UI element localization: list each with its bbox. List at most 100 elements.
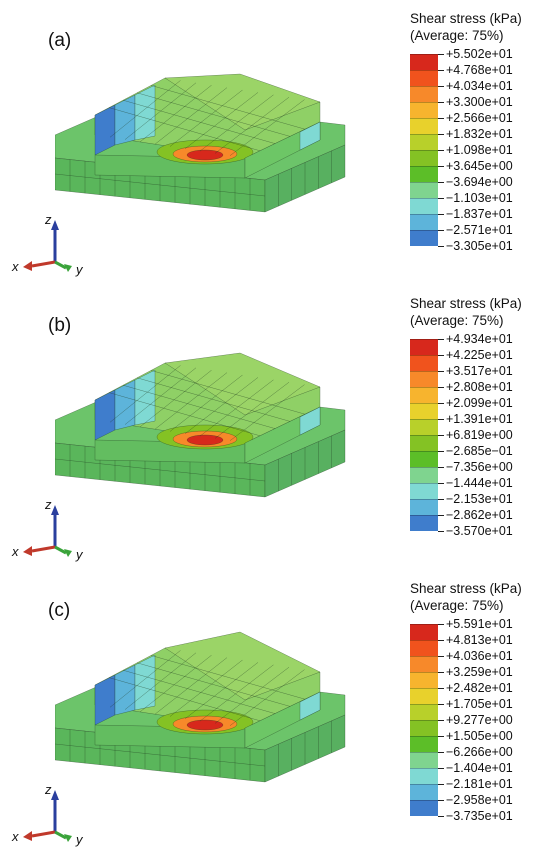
z-arrow-head xyxy=(51,505,59,515)
legend-value: +4.034e+01 xyxy=(446,79,513,93)
legend-value: +6.819e+00 xyxy=(446,428,513,442)
legend-swatch xyxy=(410,656,438,672)
legend-value: −6.266e+00 xyxy=(446,745,513,759)
legend-title-line1: Shear stress (kPa) xyxy=(410,581,522,596)
embankment-crest xyxy=(164,631,321,701)
legend-title-line2: (Average: 75%) xyxy=(410,28,504,43)
x-axis-label: x xyxy=(11,544,19,559)
embankment-right-band xyxy=(299,121,321,151)
legend-value: +2.099e+01 xyxy=(446,396,513,410)
legend-color-bar xyxy=(410,54,438,246)
legend-value: +5.591e+01 xyxy=(446,617,513,631)
legend-value: −1.404e+01 xyxy=(446,761,513,775)
legend-tick xyxy=(438,515,444,516)
legend-color-bar xyxy=(410,624,438,816)
legend-swatch xyxy=(410,499,438,515)
z-axis-label: z xyxy=(44,782,52,797)
embankment-left-band-2 xyxy=(114,664,136,716)
legend-swatch xyxy=(410,768,438,784)
legend-value: −2.685e−01 xyxy=(446,444,513,458)
legend-tick xyxy=(438,531,444,532)
legend-swatch xyxy=(410,800,438,816)
x-axis-arrow xyxy=(31,260,56,268)
legend-tick xyxy=(438,656,444,657)
legend-swatch xyxy=(410,54,438,70)
x-axis-label: x xyxy=(11,259,19,274)
legend-tick xyxy=(438,339,444,340)
legend-title-line1: Shear stress (kPa) xyxy=(410,11,522,26)
stress-zone-peak xyxy=(186,719,224,731)
legend-title: Shear stress (kPa) (Average: 75%) xyxy=(410,10,522,44)
y-axis-label: y xyxy=(75,262,84,277)
legend-swatch xyxy=(410,467,438,483)
z-axis-label: z xyxy=(44,212,52,227)
legend-value: +1.098e+01 xyxy=(446,143,513,157)
legend-tick xyxy=(438,451,444,452)
y-arrow-head xyxy=(64,549,72,557)
fe-model-view xyxy=(55,631,346,783)
legend-swatch xyxy=(410,70,438,86)
legend-value: −3.305e+01 xyxy=(446,239,513,253)
legend-swatch xyxy=(410,688,438,704)
legend-tick xyxy=(438,499,444,500)
legend-value: −2.181e+01 xyxy=(446,777,513,791)
embankment-left-band-3 xyxy=(134,84,156,141)
legend-swatch xyxy=(410,86,438,102)
x-arrow-head xyxy=(23,546,32,556)
legend-swatch xyxy=(410,182,438,198)
legend-title-line2: (Average: 75%) xyxy=(410,598,504,613)
embankment-crest xyxy=(164,73,321,131)
x-axis-arrow xyxy=(31,830,56,838)
legend-title-line2: (Average: 75%) xyxy=(410,313,504,328)
y-axis-arrow xyxy=(54,830,67,840)
legend-tick xyxy=(438,672,444,673)
fe-model-view xyxy=(55,352,346,498)
legend-swatch xyxy=(410,198,438,214)
legend-value: −7.356e+00 xyxy=(446,460,513,474)
legend-tick xyxy=(438,214,444,215)
x-arrow-head xyxy=(23,261,32,271)
legend-value: +4.036e+01 xyxy=(446,649,513,663)
legend-swatch xyxy=(410,419,438,435)
legend-swatch xyxy=(410,704,438,720)
legend-tick xyxy=(438,816,444,817)
x-axis-arrow xyxy=(31,545,56,553)
embankment-left-band-2 xyxy=(114,379,136,431)
legend-tick xyxy=(438,467,444,468)
legend-swatch xyxy=(410,720,438,736)
legend-value: +4.813e+01 xyxy=(446,633,513,647)
legend-value: +1.832e+01 xyxy=(446,127,513,141)
legend-swatch xyxy=(410,166,438,182)
legend-tick xyxy=(438,198,444,199)
legend-tick xyxy=(438,371,444,372)
panel-label: (c) xyxy=(48,600,71,621)
stress-zone-peak xyxy=(186,434,224,446)
legend-value: +4.934e+01 xyxy=(446,332,513,346)
x-arrow-head xyxy=(23,831,32,841)
figure-panel: (c) Shear stress (kPa) (Average: 75%) +5.59… xyxy=(0,580,546,865)
legend-color-bar xyxy=(410,339,438,531)
legend-value: +2.566e+01 xyxy=(446,111,513,125)
stress-zone-peak xyxy=(186,149,224,161)
y-axis-arrow xyxy=(54,545,67,555)
y-axis-label: y xyxy=(75,547,84,562)
z-arrow-head xyxy=(51,220,59,230)
legend-swatch xyxy=(410,483,438,499)
legend-tick xyxy=(438,640,444,641)
y-axis-label: y xyxy=(75,832,84,847)
legend-value: −2.153e+01 xyxy=(446,492,513,506)
fe-model-view xyxy=(55,73,346,213)
embankment-left-band-3 xyxy=(134,369,156,426)
legend-title: Shear stress (kPa) (Average: 75%) xyxy=(410,295,522,329)
legend-tick xyxy=(438,86,444,87)
legend-tick xyxy=(438,768,444,769)
legend-swatch xyxy=(410,150,438,166)
legend-value: −1.444e+01 xyxy=(446,476,513,490)
legend-value: −3.570e+01 xyxy=(446,524,513,538)
figure-panel: (b) Shear stress (kPa) (Average: 75%) +4.93… xyxy=(0,295,546,580)
legend-value: +3.645e+00 xyxy=(446,159,513,173)
legend-value: −3.735e+01 xyxy=(446,809,513,823)
legend-value: +3.259e+01 xyxy=(446,665,513,679)
legend-tick xyxy=(438,720,444,721)
embankment-left-band-2 xyxy=(114,94,136,146)
